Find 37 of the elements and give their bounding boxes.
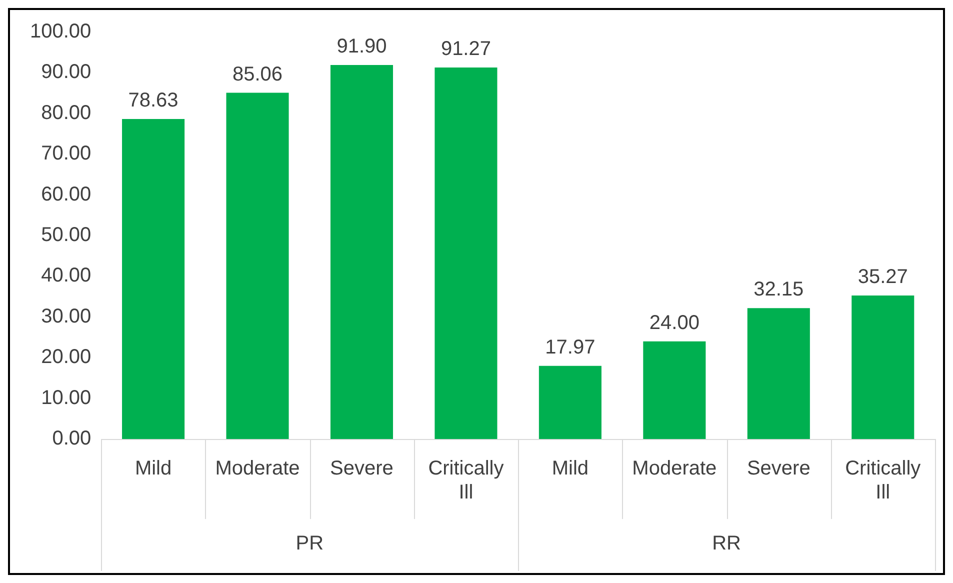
y-tick-label: 50.00 — [41, 224, 92, 246]
x-tick-label: Moderate — [632, 458, 717, 480]
y-tick-label: 70.00 — [41, 142, 92, 165]
x-tick-label: Severe — [330, 458, 394, 480]
y-tick-label: 20.00 — [41, 346, 92, 368]
x-tick-label: Critically Ill — [428, 458, 504, 504]
data-label: 85.06 — [232, 63, 283, 86]
data-label: 32.15 — [754, 278, 804, 301]
y-tick-label: 40.00 — [41, 264, 92, 287]
text: RR — [712, 532, 741, 555]
data-label: 24.00 — [649, 312, 700, 334]
x-tick-label: Moderate — [215, 458, 300, 480]
bar — [538, 366, 602, 439]
y-tick-label: 100.00 — [30, 20, 92, 43]
x-tick-label: Mild — [552, 458, 589, 480]
bar — [330, 64, 394, 439]
y-tick-label: 90.00 — [41, 61, 92, 84]
x-tick-label: Mild — [134, 458, 172, 480]
x-tick-label: Critically Ill — [845, 458, 921, 504]
y-tick-label: 80.00 — [41, 102, 92, 124]
data-label: 78.63 — [128, 89, 178, 112]
bar — [434, 68, 498, 439]
bar — [122, 118, 185, 439]
y-tick-label: 10.00 — [41, 386, 92, 409]
bar — [643, 341, 706, 439]
bar — [852, 295, 914, 439]
x-tick-label: Severe — [746, 458, 810, 480]
y-tick-label: 30.00 — [41, 305, 92, 328]
data-label: 91.27 — [440, 38, 492, 60]
bar — [226, 92, 289, 439]
y-tick-label: 60.00 — [41, 183, 92, 206]
text: PR — [296, 532, 324, 555]
data-label: 35.27 — [858, 266, 908, 288]
bar — [747, 308, 810, 439]
data-label: 91.90 — [336, 35, 387, 58]
y-tick-label: 0.00 — [52, 428, 92, 450]
data-label: 17.97 — [545, 336, 596, 358]
